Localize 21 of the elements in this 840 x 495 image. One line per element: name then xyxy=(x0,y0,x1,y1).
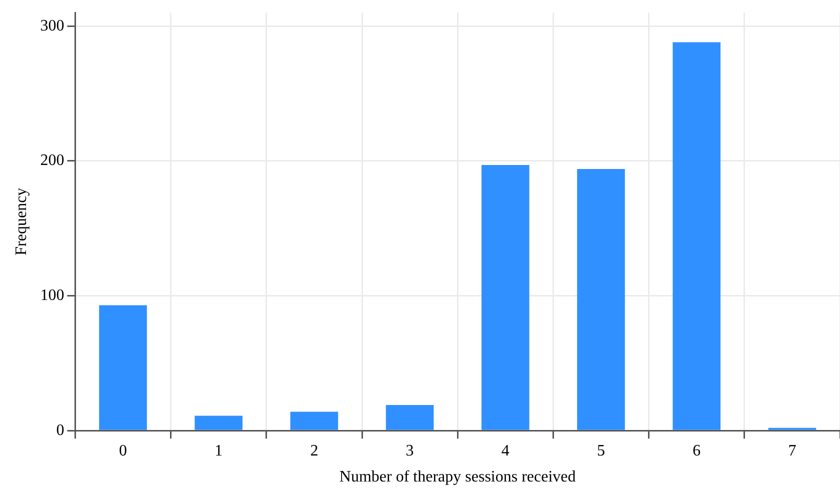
y-axis-title: Frequency xyxy=(12,188,30,256)
x-axis-title: Number of therapy sessions received xyxy=(339,468,576,486)
x-tick-label: 2 xyxy=(310,442,318,460)
bar xyxy=(290,412,338,430)
x-tick-label: 4 xyxy=(501,442,510,460)
x-tick-label: 3 xyxy=(406,442,414,460)
y-tick-label: 100 xyxy=(40,286,64,304)
bar xyxy=(672,42,720,430)
y-tick-label: 200 xyxy=(40,152,64,170)
x-tick-label: 6 xyxy=(692,442,701,460)
x-tick-label: 7 xyxy=(788,442,796,460)
bar xyxy=(482,164,530,430)
bar xyxy=(386,404,434,430)
bar xyxy=(194,416,242,430)
x-tick-label: 1 xyxy=(214,442,223,460)
y-tick-label: 300 xyxy=(40,17,64,34)
x-tick-label: 0 xyxy=(119,442,127,460)
y-tick-label: 0 xyxy=(56,422,64,439)
bar xyxy=(99,305,147,430)
x-tick-label: 5 xyxy=(597,442,605,460)
bar xyxy=(577,169,625,430)
